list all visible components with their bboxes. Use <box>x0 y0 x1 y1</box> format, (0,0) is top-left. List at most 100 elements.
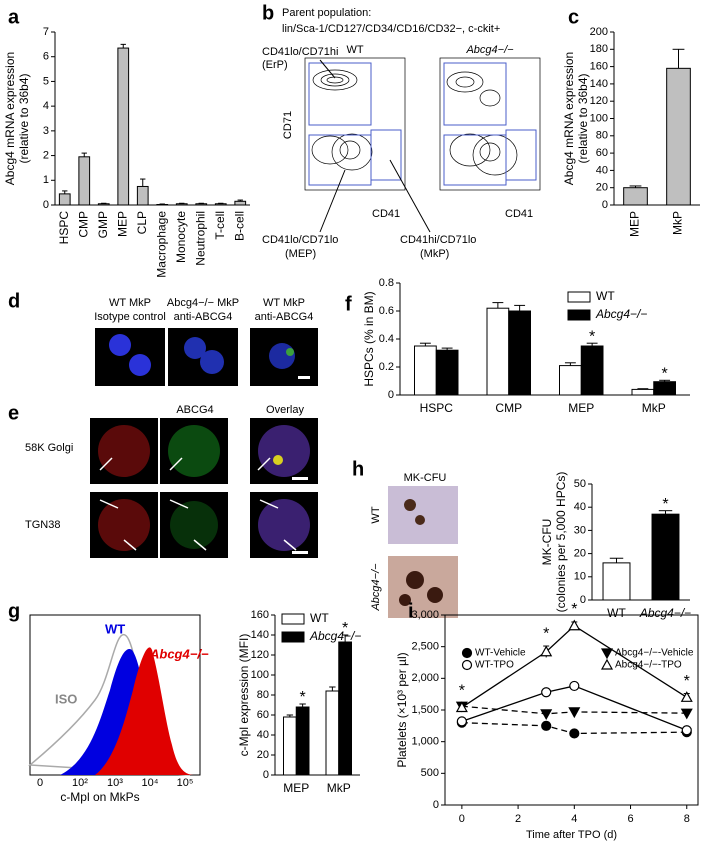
series-label: Abcg4−/− <box>149 646 209 661</box>
image-label: anti-ABCG4 <box>255 311 314 323</box>
image-label: Isotype control <box>94 311 166 323</box>
legend-label: WT-TPO <box>475 660 514 671</box>
marker <box>569 728 580 739</box>
x-tick-label: MkP <box>327 781 351 795</box>
x-tick-label: 4 <box>571 813 577 825</box>
annotation: * <box>543 625 549 642</box>
histogram <box>28 614 201 776</box>
arrow <box>319 59 431 233</box>
y-tick-label: 20 <box>596 182 608 194</box>
y-tick-label: 200 <box>590 26 608 38</box>
annotation: * <box>342 620 348 637</box>
marker <box>541 687 552 698</box>
marker <box>541 720 552 731</box>
flow-label: Abcg4−/− <box>465 44 514 56</box>
annotation: * <box>459 682 465 699</box>
x-tick-label: Macrophage <box>154 211 168 278</box>
y-tick-label: 100 <box>251 669 269 681</box>
marker <box>568 619 581 631</box>
marker <box>569 680 580 692</box>
y-tick-label: 0.8 <box>379 277 394 289</box>
line <box>461 705 687 715</box>
axis-label: c-Mpl on MkPs <box>60 790 139 804</box>
legend-swatch <box>567 291 591 303</box>
marker <box>455 701 468 713</box>
y-tick-label: 3 <box>43 125 49 137</box>
gate-label: CD41lo/CD71hi <box>262 46 338 58</box>
panel-letter: f <box>345 293 352 315</box>
y-tick-label: 160 <box>251 609 269 621</box>
series-label: ISO <box>55 691 77 706</box>
y-axis-label: MK-CFU <box>540 519 554 566</box>
axis-label: CD41 <box>372 208 400 220</box>
y-tick-label: 0.2 <box>379 361 394 373</box>
row-label: Abcg4−/− <box>370 563 382 612</box>
legend-label: Abcg4−/−-Vehicle <box>615 648 694 659</box>
y-tick-label: 20 <box>257 749 269 761</box>
y-tick-label: 60 <box>257 709 269 721</box>
legend-swatch <box>281 631 305 643</box>
legend-swatch <box>567 309 591 321</box>
image-label: MK-CFU <box>404 472 447 484</box>
y-tick-label: 40 <box>596 164 608 176</box>
y-tick-label: 160 <box>590 61 608 73</box>
y-axis-label: Abcg4 mRNA expression <box>562 52 576 185</box>
y-tick-label: 0 <box>580 594 586 606</box>
y-axis-label: c-Mpl expression (MFI) <box>237 634 251 757</box>
x-tick-label: 10² <box>72 777 88 789</box>
y-tick-label: 2 <box>43 149 49 161</box>
y-tick-label: 140 <box>590 78 608 90</box>
bar <box>623 187 648 206</box>
legend-label: Abcg4−/− <box>595 307 647 321</box>
y-tick-label: 180 <box>590 43 608 55</box>
legend-marker <box>600 658 614 670</box>
x-axis-label: Time after TPO (d) <box>526 829 617 841</box>
marker <box>680 691 693 702</box>
panel-letter: a <box>8 6 20 28</box>
line <box>461 685 687 731</box>
legend-label: Abcg4−/−-TPO <box>615 660 682 671</box>
x-tick-label: HSPC <box>420 401 454 415</box>
panel-letter: c <box>568 6 579 28</box>
x-tick-label: B-cell <box>232 211 246 241</box>
panel-letter: d <box>8 290 20 312</box>
x-tick-label: MkP <box>671 211 685 235</box>
y-tick-label: 20 <box>574 548 586 560</box>
bar <box>435 349 459 396</box>
y-tick-label: 2,500 <box>411 641 439 653</box>
annotation: * <box>684 673 690 690</box>
image-label: anti-ABCG4 <box>174 311 233 323</box>
y-tick-label: 4 <box>43 100 49 112</box>
annotation: * <box>662 366 668 383</box>
image-label: WT MkP <box>263 297 305 309</box>
bar <box>136 185 149 206</box>
annotation: * <box>662 496 668 513</box>
x-tick-label: MEP <box>628 211 642 237</box>
gate-label: (MEP) <box>285 248 316 260</box>
y-tick-label: 0 <box>43 199 49 211</box>
gate-label: CD41lo/CD71lo <box>262 234 338 246</box>
x-tick-label: Abcg4−/− <box>639 606 691 620</box>
y-tick-label: 1 <box>43 174 49 186</box>
y-tick-label: 5 <box>43 75 49 87</box>
row-label: WT <box>370 506 382 523</box>
bar <box>486 307 510 396</box>
legend-marker <box>461 659 473 671</box>
y-tick-label: 0 <box>388 389 394 401</box>
x-tick-label: HSPC <box>57 211 71 245</box>
bar <box>78 156 91 206</box>
y-tick-label: 60 <box>596 147 608 159</box>
image-label: WT MkP <box>109 297 151 309</box>
gate-label: (ErP) <box>262 59 288 71</box>
micrograph <box>90 418 318 558</box>
marker <box>540 645 553 657</box>
y-tick-label: 80 <box>257 689 269 701</box>
panel-letter: i <box>408 600 414 622</box>
bar <box>175 203 188 206</box>
y-tick-label: 0.4 <box>379 333 394 345</box>
x-tick-label: 2 <box>515 813 521 825</box>
y-tick-label: 40 <box>574 501 586 513</box>
annotation: * <box>589 328 595 345</box>
axis-label: CD41 <box>505 208 533 220</box>
bar <box>580 345 604 396</box>
